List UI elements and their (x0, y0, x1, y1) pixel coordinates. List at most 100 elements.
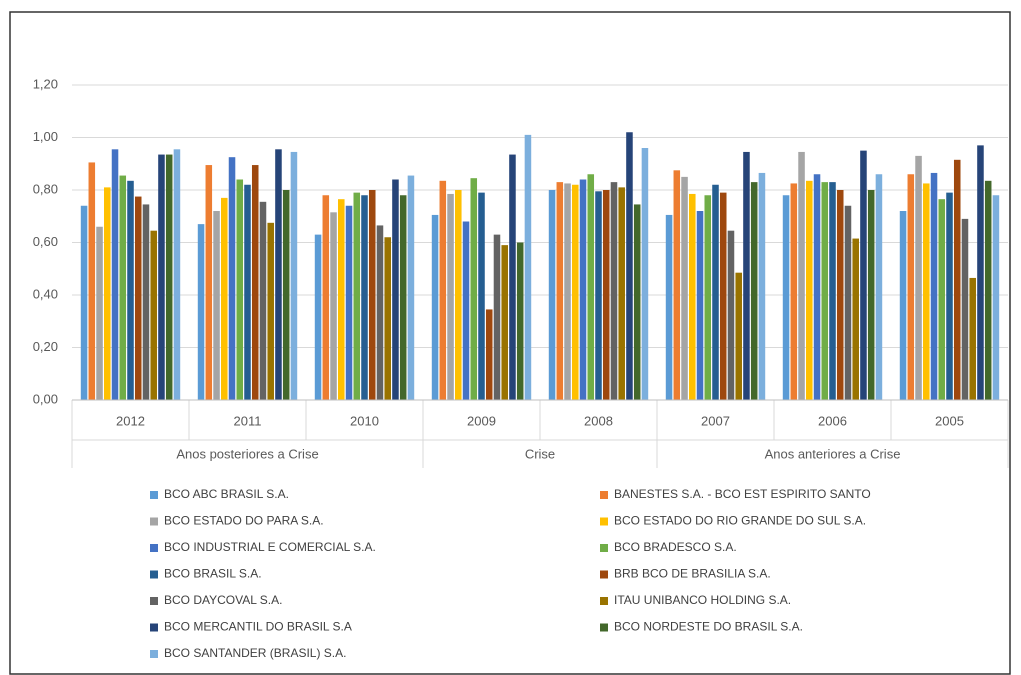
bar (829, 182, 836, 400)
bar (969, 277, 976, 400)
bar (119, 175, 127, 400)
x-tick-label: 2009 (467, 413, 496, 428)
bar (750, 182, 758, 400)
y-tick-label: 0,20 (33, 339, 58, 354)
bar (228, 157, 236, 400)
bar (946, 192, 953, 400)
legend-label: BCO ESTADO DO RIO GRANDE DO SUL S.A. (614, 514, 866, 528)
bar (899, 211, 907, 400)
bar (907, 174, 915, 400)
bar (361, 195, 368, 400)
bar (407, 175, 415, 400)
bar (524, 134, 532, 400)
bar (821, 182, 829, 400)
legend-swatch (150, 570, 158, 579)
bar (587, 174, 595, 400)
bar (875, 174, 883, 400)
y-tick-label: 0,00 (33, 391, 58, 406)
bar (782, 195, 790, 400)
bar (579, 179, 587, 400)
bar (493, 234, 501, 400)
bar (111, 149, 119, 400)
bar (758, 172, 766, 400)
bar (345, 205, 353, 400)
bar (353, 192, 361, 400)
legend-label: ITAU UNIBANCO HOLDING S.A. (614, 593, 791, 607)
bar (696, 211, 704, 400)
bar (806, 180, 813, 400)
bar (485, 309, 493, 400)
bar (267, 222, 274, 400)
bar (509, 154, 516, 400)
bar (127, 180, 134, 400)
x-tick-label: 2007 (701, 413, 730, 428)
bar (221, 197, 228, 400)
bar (282, 190, 290, 400)
bar (150, 230, 157, 400)
legend-label: BCO ABC BRASIL S.A. (164, 487, 289, 501)
legend-label: BCO INDUSTRIAL E COMERCIAL S.A. (164, 540, 376, 554)
legend-swatch (150, 491, 158, 499)
bar (704, 195, 712, 400)
legend-swatch (600, 491, 608, 499)
bar (447, 193, 454, 400)
bar (384, 237, 391, 400)
bar (275, 149, 282, 400)
bar (205, 165, 213, 400)
bar (673, 170, 681, 400)
bar (564, 183, 571, 400)
bar (923, 183, 930, 400)
x-tick-label: 2008 (584, 413, 613, 428)
legend: BCO ABC BRASIL S.A. BANESTES S.A. - BCO E… (150, 487, 871, 660)
bar (852, 238, 859, 400)
legend-label: BRB BCO DE BRASILIA S.A. (614, 567, 771, 581)
legend-label: BCO DAYCOVAL S.A. (164, 593, 282, 607)
bar (516, 242, 524, 400)
bar (602, 190, 610, 400)
bar (681, 176, 688, 400)
legend-swatch (600, 517, 608, 526)
bar (251, 165, 259, 400)
bar (470, 178, 478, 400)
legend-swatch (150, 623, 158, 632)
legend-label: BCO BRADESCO S.A. (614, 540, 737, 554)
bar (984, 180, 992, 400)
group-label: Crise (525, 446, 555, 461)
bar (439, 180, 447, 400)
y-tick-label: 0,60 (33, 234, 58, 249)
bar (314, 234, 322, 400)
legend-swatch (150, 597, 158, 605)
y-tick-label: 1,20 (33, 76, 58, 91)
bar (290, 151, 298, 400)
bar (860, 150, 867, 400)
bar (338, 199, 345, 400)
bar (173, 149, 181, 400)
bar (836, 190, 844, 400)
bar (80, 205, 88, 400)
bar (977, 145, 984, 400)
bar (368, 190, 376, 400)
bar (938, 199, 946, 400)
bar (915, 155, 922, 400)
bar (719, 192, 727, 400)
bar (244, 184, 251, 400)
legend-swatch (600, 623, 608, 632)
bar (813, 174, 821, 400)
bar (376, 225, 384, 400)
group-label: Anos posteriores a Crise (176, 446, 318, 461)
bar (727, 230, 735, 400)
bar (96, 226, 103, 400)
bar (961, 218, 969, 400)
bar (743, 151, 750, 400)
bar (165, 154, 173, 400)
bar (844, 205, 852, 400)
bar (322, 195, 330, 400)
y-tick-label: 0,40 (33, 286, 58, 301)
bar (689, 193, 696, 400)
bar (501, 245, 508, 400)
legend-swatch (150, 650, 158, 658)
y-tick-label: 0,80 (33, 181, 58, 196)
legend-label: BCO ESTADO DO PARA S.A. (164, 514, 324, 528)
x-tick-label: 2010 (350, 413, 379, 428)
bar (641, 148, 649, 400)
